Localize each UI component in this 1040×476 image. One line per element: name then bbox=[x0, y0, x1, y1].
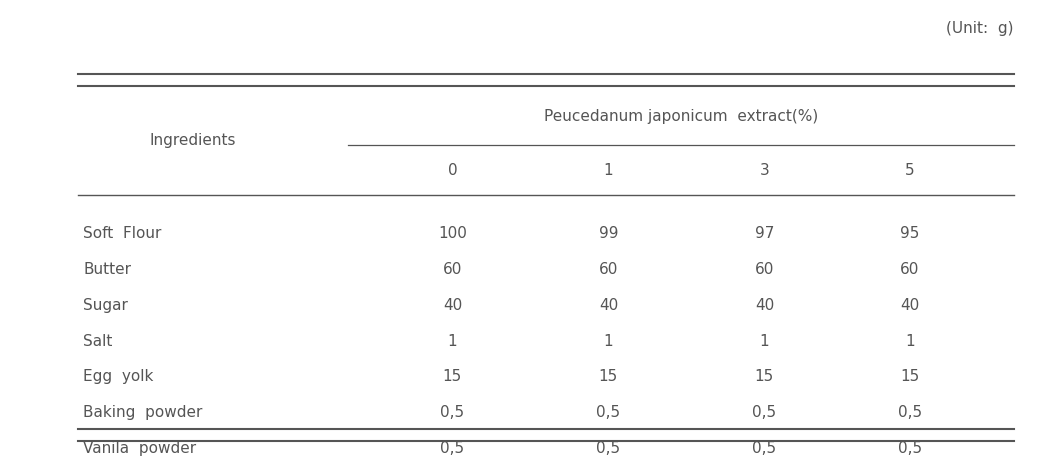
Text: 1: 1 bbox=[905, 334, 915, 348]
Text: 40: 40 bbox=[901, 298, 919, 313]
Text: 5: 5 bbox=[905, 163, 915, 178]
Text: 60: 60 bbox=[443, 262, 462, 277]
Text: 40: 40 bbox=[599, 298, 618, 313]
Text: Peucedanum japonicum  extract(%): Peucedanum japonicum extract(%) bbox=[544, 109, 818, 124]
Text: (Unit:  g): (Unit: g) bbox=[946, 21, 1014, 36]
Text: 0,5: 0,5 bbox=[752, 406, 777, 420]
Text: 1: 1 bbox=[603, 334, 614, 348]
Text: 3: 3 bbox=[759, 163, 770, 178]
Text: 0,5: 0,5 bbox=[898, 406, 922, 420]
Text: 97: 97 bbox=[755, 226, 774, 241]
Text: 0,5: 0,5 bbox=[596, 406, 621, 420]
Text: 0,5: 0,5 bbox=[898, 441, 922, 456]
Text: 1: 1 bbox=[447, 334, 458, 348]
Text: 0,5: 0,5 bbox=[596, 441, 621, 456]
Text: 15: 15 bbox=[443, 369, 462, 385]
Text: 40: 40 bbox=[755, 298, 774, 313]
Text: 100: 100 bbox=[438, 226, 467, 241]
Text: 0,5: 0,5 bbox=[440, 406, 465, 420]
Text: 15: 15 bbox=[755, 369, 774, 385]
Text: Vanila  powder: Vanila powder bbox=[83, 441, 197, 456]
Text: Egg  yolk: Egg yolk bbox=[83, 369, 154, 385]
Text: 95: 95 bbox=[901, 226, 919, 241]
Text: 15: 15 bbox=[599, 369, 618, 385]
Text: 60: 60 bbox=[755, 262, 774, 277]
Text: Ingredients: Ingredients bbox=[149, 133, 236, 148]
Text: 15: 15 bbox=[901, 369, 919, 385]
Text: 1: 1 bbox=[759, 334, 770, 348]
Text: Butter: Butter bbox=[83, 262, 131, 277]
Text: 0,5: 0,5 bbox=[752, 441, 777, 456]
Text: Baking  powder: Baking powder bbox=[83, 406, 203, 420]
Text: 0: 0 bbox=[447, 163, 458, 178]
Text: 40: 40 bbox=[443, 298, 462, 313]
Text: Salt: Salt bbox=[83, 334, 112, 348]
Text: 99: 99 bbox=[599, 226, 618, 241]
Text: 0,5: 0,5 bbox=[440, 441, 465, 456]
Text: 60: 60 bbox=[901, 262, 919, 277]
Text: 1: 1 bbox=[603, 163, 614, 178]
Text: Soft  Flour: Soft Flour bbox=[83, 226, 161, 241]
Text: Sugar: Sugar bbox=[83, 298, 128, 313]
Text: 60: 60 bbox=[599, 262, 618, 277]
